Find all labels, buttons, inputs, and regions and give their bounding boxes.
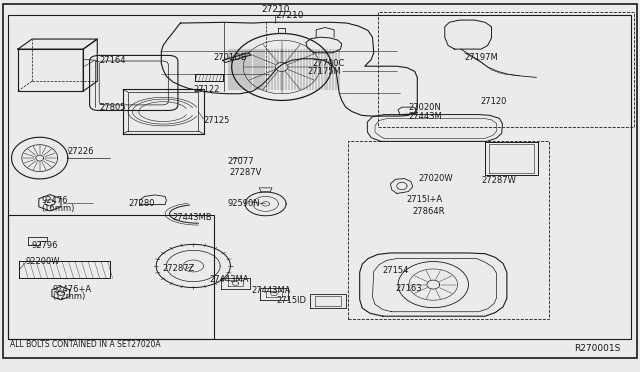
Text: 92590N: 92590N [227, 199, 260, 208]
Text: 27020N: 27020N [408, 103, 441, 112]
Text: 27443MA: 27443MA [209, 275, 249, 284]
Bar [348, 141, 549, 319]
Bar [378, 12, 634, 127]
Text: 2715l+A: 2715l+A [406, 195, 442, 203]
Text: ALL BOLTS CONTAINED IN A SET27020A: ALL BOLTS CONTAINED IN A SET27020A [10, 340, 160, 349]
Text: 27443MB: 27443MB [173, 213, 212, 222]
Text: R270001S: R270001S [575, 344, 621, 353]
Bar [8, 15, 631, 339]
Text: 27287W: 27287W [481, 176, 516, 185]
Text: 27864R: 27864R [413, 207, 445, 216]
Text: 27700C: 27700C [312, 60, 345, 68]
Text: 27287V: 27287V [229, 168, 262, 177]
Text: 27280: 27280 [128, 199, 154, 208]
Text: 27805: 27805 [99, 103, 125, 112]
Text: 2701OB: 2701OB [213, 53, 247, 62]
Text: 27020W: 27020W [418, 174, 452, 183]
Text: 92200W: 92200W [26, 257, 60, 266]
Text: 27163: 27163 [396, 284, 422, 293]
Text: 27120: 27120 [480, 97, 506, 106]
Text: 27125: 27125 [204, 116, 230, 125]
Text: (16mm): (16mm) [42, 204, 75, 213]
Text: (12mm): (12mm) [52, 292, 86, 301]
Text: 27122: 27122 [193, 85, 220, 94]
Text: 27443M: 27443M [408, 112, 442, 121]
Text: 27210: 27210 [275, 11, 304, 20]
Text: 27287Z: 27287Z [162, 264, 195, 273]
Text: 92476+A: 92476+A [52, 285, 92, 294]
Text: 27197M: 27197M [465, 53, 499, 62]
Text: 27154: 27154 [383, 266, 409, 275]
Text: 92476: 92476 [42, 196, 68, 205]
Text: 27164: 27164 [99, 56, 125, 65]
Text: 27443MA: 27443MA [252, 286, 291, 295]
Text: 92796: 92796 [32, 241, 58, 250]
Text: 27226: 27226 [67, 147, 93, 156]
Bar [8, 215, 214, 339]
Text: 2715lD: 2715lD [276, 296, 307, 305]
Text: 27077: 27077 [227, 157, 254, 166]
Text: 27210: 27210 [261, 5, 289, 14]
Text: 27175M: 27175M [307, 67, 341, 76]
